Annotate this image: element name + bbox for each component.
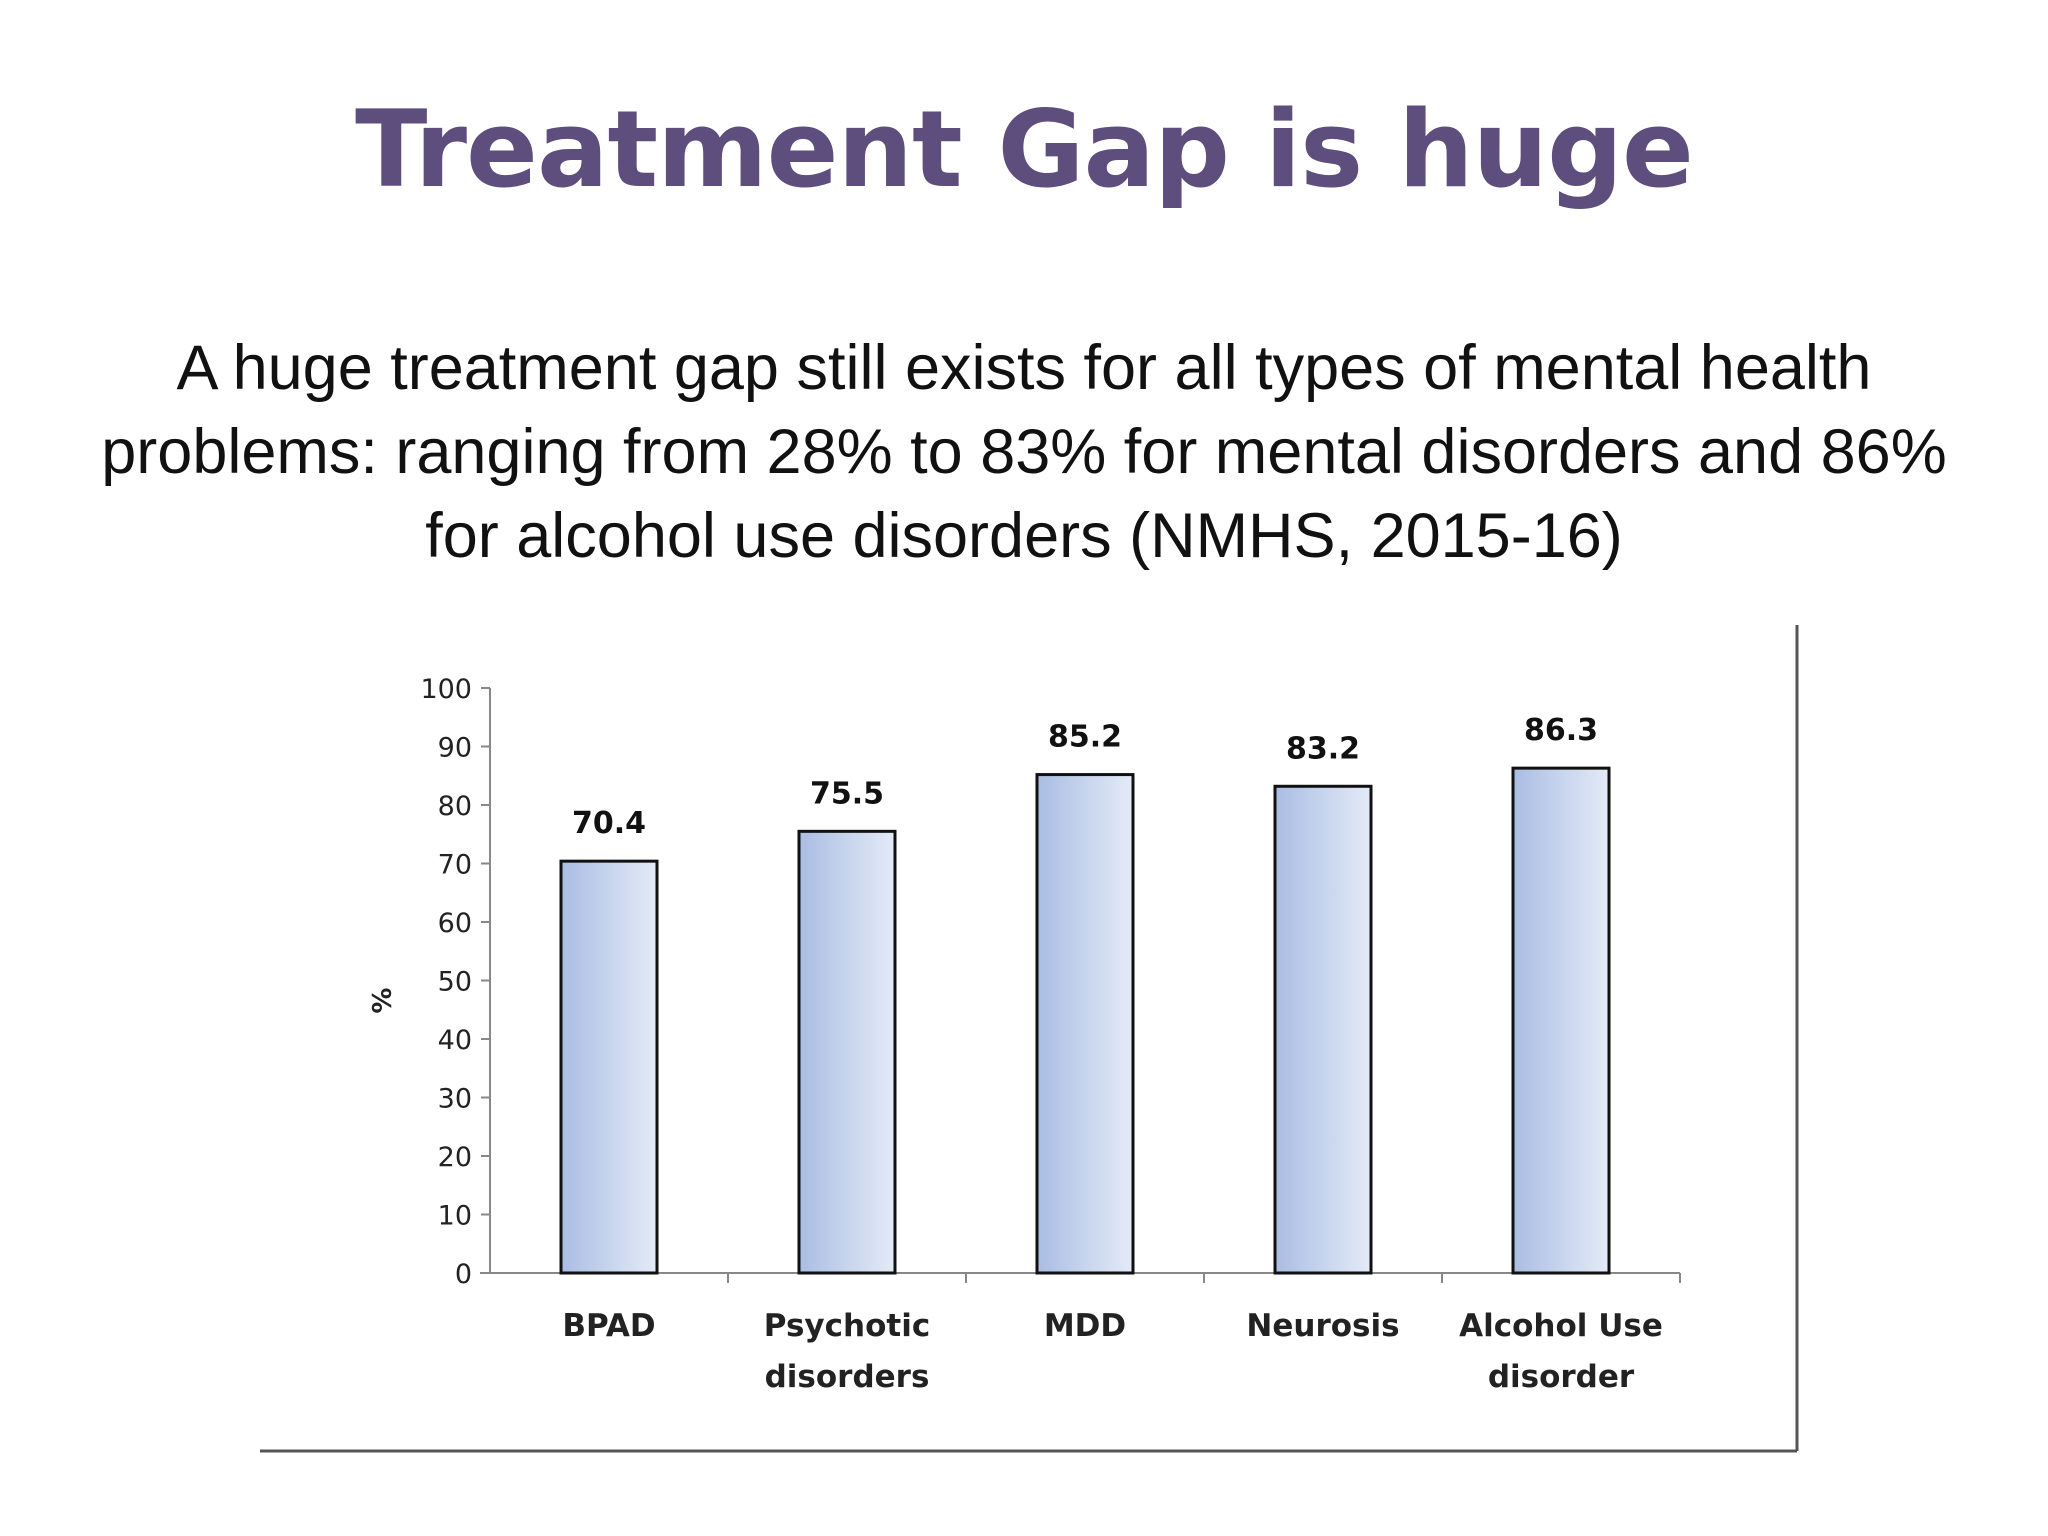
bar-1 — [559, 859, 659, 1275]
x-category-label-5-line-2: disorder — [1488, 1359, 1635, 1395]
value-label-5: 86.3 — [1524, 713, 1598, 748]
x-category-label-1-line-1: BPAD — [562, 1308, 655, 1344]
value-label-2: 75.5 — [810, 776, 884, 811]
x-category-label-3-line-1: MDD — [1044, 1308, 1126, 1344]
bar-4 — [1273, 784, 1373, 1275]
y-tick-label-70: 70 — [438, 850, 472, 881]
y-tick-label-60: 60 — [438, 908, 472, 939]
y-axis-label: % — [365, 987, 395, 1013]
y-tick-label-40: 40 — [438, 1025, 472, 1056]
y-tick-label-80: 80 — [438, 791, 472, 822]
slide-title: Treatment Gap is huge — [355, 88, 1694, 211]
bar-2 — [797, 829, 897, 1275]
y-tick-label-20: 20 — [438, 1142, 472, 1173]
y-tick-label-90: 90 — [438, 733, 472, 764]
y-tick-label-50: 50 — [438, 967, 472, 998]
bar-5 — [1511, 766, 1611, 1275]
y-tick-label-10: 10 — [438, 1201, 472, 1232]
x-category-label-4-line-1: Neurosis — [1246, 1308, 1399, 1344]
bar-3 — [1035, 773, 1135, 1275]
bar-chart-svg: 0 10 20 30 40 50 60 70 80 90 100% 70.4 BPAD 75.5 Psych… — [260, 625, 1799, 1453]
x-category-label-2-line-2: disorders — [765, 1359, 930, 1395]
y-tick-label-30: 30 — [438, 1084, 472, 1115]
x-category-label-5-line-1: Alcohol Use — [1459, 1308, 1663, 1344]
value-label-1: 70.4 — [572, 806, 646, 841]
y-tick-label-100: 100 — [420, 674, 472, 705]
slide-body-text: A huge treatment gap still exists for al… — [101, 333, 1947, 571]
bar-chart: 0 10 20 30 40 50 60 70 80 90 100% 70.4 BPAD 75.5 Psych… — [260, 625, 1800, 1461]
y-tick-label-0: 0 — [455, 1259, 472, 1290]
value-label-3: 85.2 — [1048, 720, 1122, 755]
x-category-label-2-line-1: Psychotic — [764, 1308, 930, 1344]
value-label-4: 83.2 — [1286, 731, 1360, 766]
